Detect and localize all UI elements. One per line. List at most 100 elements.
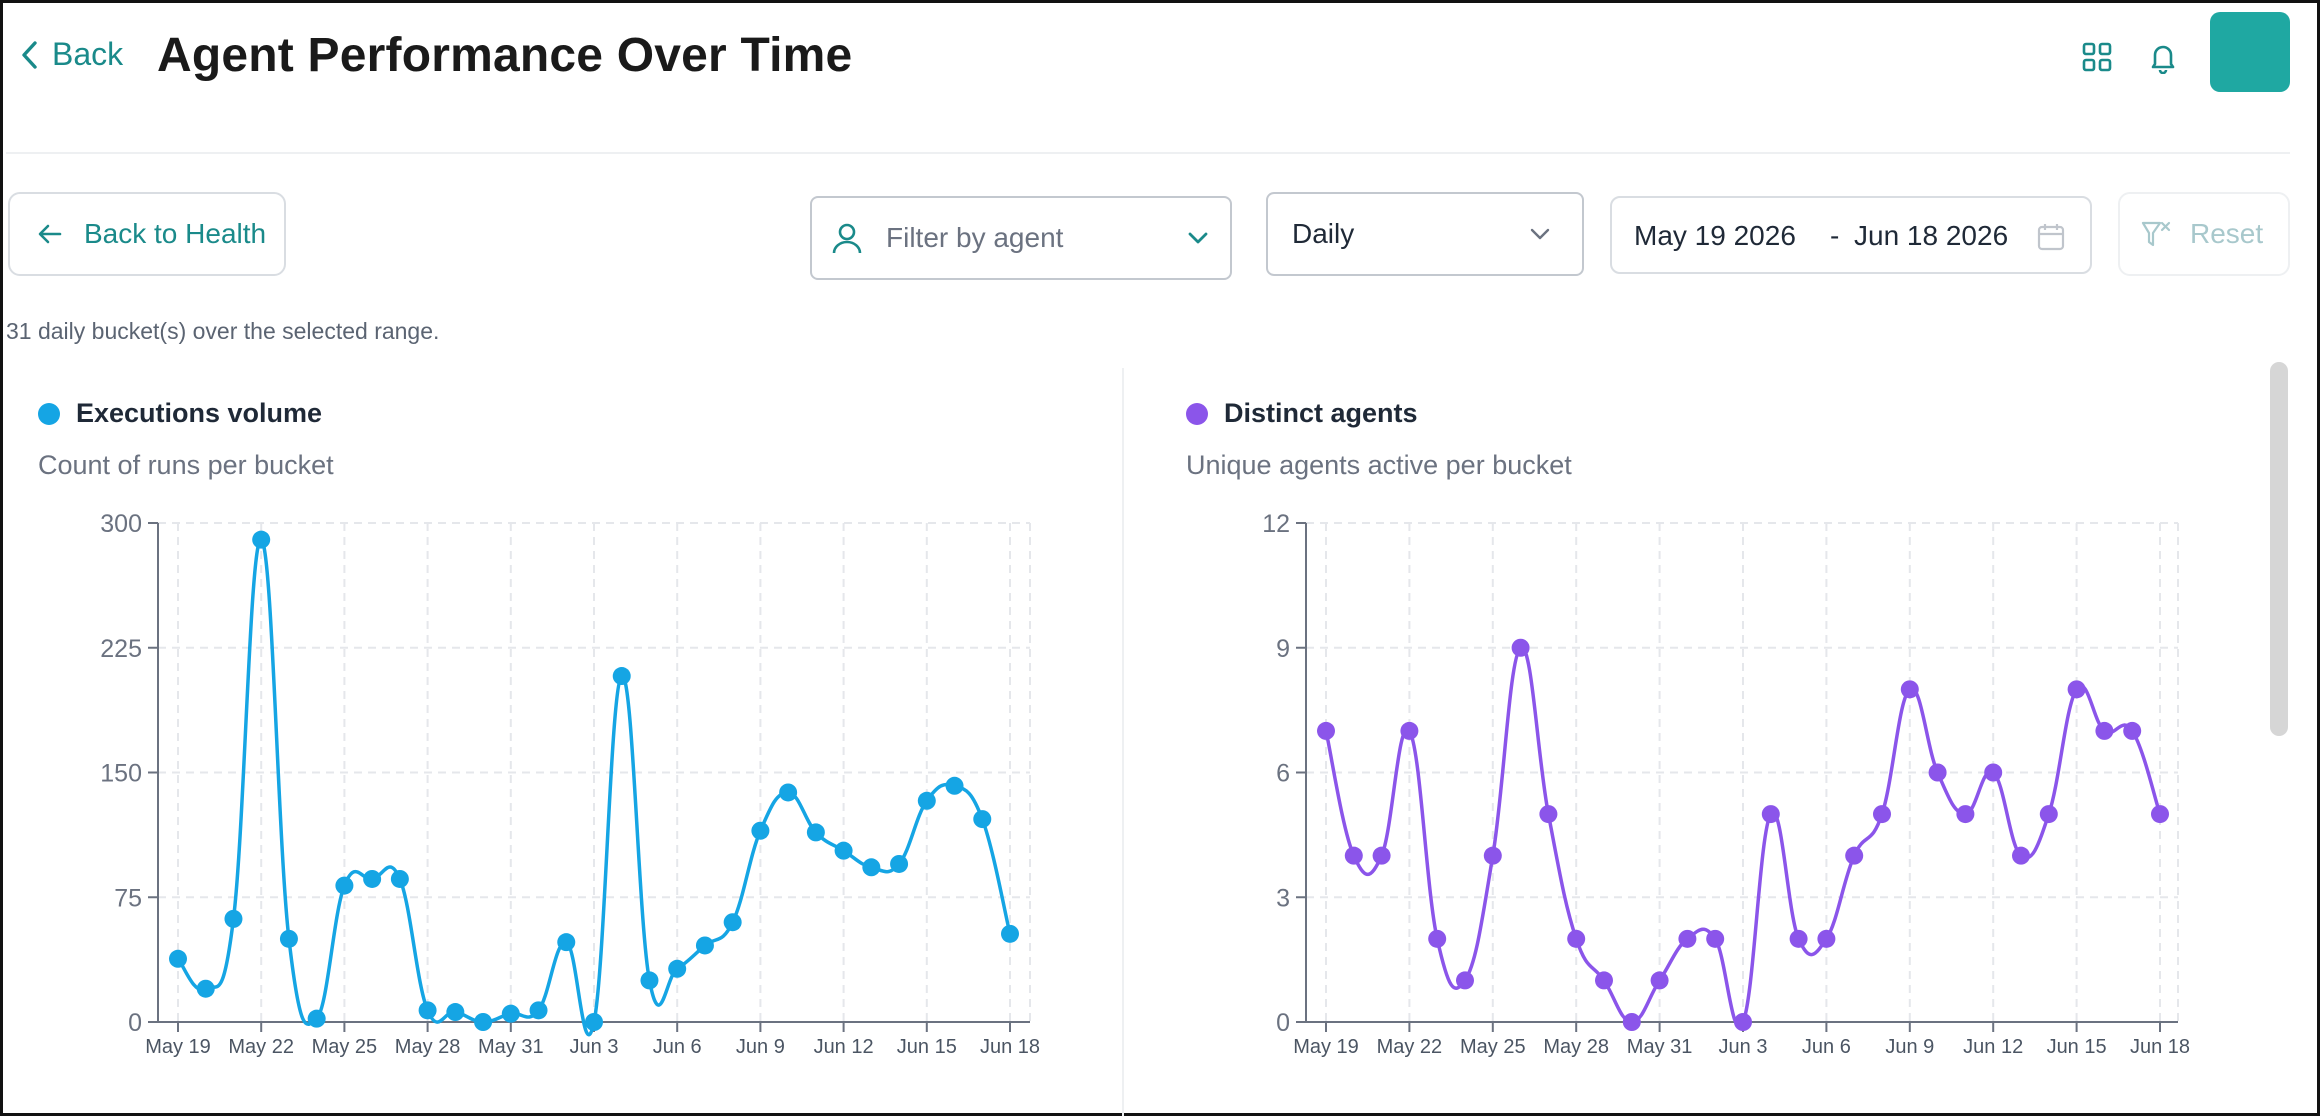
date-range-picker[interactable]: May 19 2026 - Jun 18 2026 — [1610, 196, 2092, 274]
agents-data-point — [2067, 680, 2086, 699]
executions-data-point — [973, 810, 992, 829]
bell-icon[interactable] — [2146, 40, 2180, 74]
agents-chart-subtitle: Unique agents active per bucket — [1186, 450, 1572, 480]
agents-data-point — [1734, 1013, 1752, 1031]
panel-divider — [1122, 368, 1124, 1116]
agents-data-point — [1483, 846, 1502, 865]
agents-data-point — [1428, 929, 1447, 948]
executions-y-tick-label: 150 — [100, 760, 142, 788]
agents-x-tick-label: May 25 — [1460, 1036, 1526, 1058]
agents-data-point — [1789, 929, 1808, 948]
executions-data-point — [890, 854, 909, 873]
agents-data-point — [1845, 846, 1864, 865]
reset-button[interactable]: Reset — [2118, 192, 2290, 276]
agents-data-point — [2123, 721, 2142, 740]
agents-x-tick-label: May 19 — [1293, 1036, 1359, 1058]
granularity-value: Daily — [1292, 218, 1355, 249]
executions-data-point — [612, 667, 631, 686]
agents-data-point — [1678, 929, 1697, 948]
agents-data-point — [1400, 721, 1419, 740]
executions-x-tick-label: Jun 18 — [980, 1036, 1040, 1058]
chevron-left-icon — [22, 40, 37, 69]
chevron-down-icon — [1530, 228, 1550, 240]
date-end[interactable]: Jun 18 2026 — [1854, 220, 2009, 251]
avatar[interactable] — [2210, 12, 2290, 92]
executions-data-point — [335, 876, 354, 895]
reset-label: Reset — [2190, 218, 2264, 249]
agents-x-tick-label: Jun 9 — [1885, 1036, 1934, 1058]
agents-x-tick-label: Jun 6 — [1802, 1036, 1851, 1058]
executions-x-tick-label: Jun 3 — [570, 1036, 619, 1058]
executions-data-point — [751, 821, 770, 840]
executions-x-tick-label: May 22 — [228, 1036, 294, 1058]
agents-data-point — [1984, 763, 2003, 782]
agents-data-point — [1817, 929, 1836, 948]
agents-data-point — [1928, 763, 1947, 782]
scrollbar-thumb[interactable] — [2270, 362, 2288, 736]
agents-y-tick-label: 12 — [1262, 510, 1290, 538]
executions-x-tick-label: May 19 — [145, 1036, 211, 1058]
agent-filter-placeholder: Filter by agent — [886, 222, 1064, 253]
executions-data-point — [668, 959, 687, 978]
agents-data-point — [1706, 929, 1725, 948]
executions-data-point — [279, 929, 298, 948]
agents-series-line — [1324, 645, 2162, 1028]
agents-data-point — [1873, 805, 1891, 824]
granularity-select[interactable]: Daily — [1266, 192, 1584, 276]
executions-data-point — [862, 858, 881, 877]
executions-data-point — [834, 841, 853, 860]
page-title: Agent Performance Over Time — [157, 29, 853, 82]
agents-x-tick-label: Jun 12 — [1963, 1036, 2023, 1058]
executions-data-point — [169, 949, 187, 968]
agents-data-point — [1622, 1013, 1641, 1031]
executions-x-tick-label: May 28 — [395, 1036, 461, 1058]
bucket-count-note: 31 daily bucket(s) over the selected ran… — [6, 318, 440, 344]
agents-data-point — [1956, 805, 1975, 824]
date-separator: - — [1830, 220, 1840, 251]
executions-data-point — [557, 933, 576, 952]
agents-data-point — [1372, 846, 1391, 865]
agents-legend-dot — [1186, 402, 1208, 425]
agents-y-tick-label: 9 — [1276, 635, 1290, 663]
executions-legend-dot — [38, 402, 60, 425]
executions-y-tick-label: 225 — [100, 635, 142, 663]
executions-data-point — [363, 869, 382, 888]
agents-y-tick-label: 3 — [1276, 884, 1290, 912]
back-to-health-button[interactable]: Back to Health — [8, 192, 286, 276]
agents-data-point — [1456, 971, 1474, 990]
executions-data-point — [446, 1003, 465, 1022]
grid-icon[interactable] — [2080, 40, 2114, 74]
executions-data-point — [390, 869, 409, 888]
executions-x-tick-label: Jun 6 — [653, 1036, 702, 1058]
executions-data-point — [640, 971, 659, 990]
executions-data-point — [252, 530, 271, 549]
filter-clear-icon — [2141, 221, 2171, 247]
agent-filter-select[interactable]: Filter by agent — [810, 196, 1232, 280]
executions-data-point — [418, 1001, 437, 1020]
agents-y-tick-label: 6 — [1276, 760, 1290, 788]
executions-chart-subtitle: Count of runs per bucket — [38, 450, 334, 480]
agents-x-tick-label: May 28 — [1543, 1036, 1609, 1058]
executions-y-tick-label: 0 — [128, 1009, 142, 1037]
chevron-down-icon — [1188, 232, 1208, 244]
executions-y-tick-label: 300 — [100, 510, 142, 538]
date-start[interactable]: May 19 2026 — [1634, 220, 1796, 251]
agents-data-point — [2151, 805, 2169, 824]
back-to-health-label: Back to Health — [84, 218, 267, 249]
executions-data-point — [307, 1009, 326, 1028]
agents-data-point — [2039, 805, 2058, 824]
back-link[interactable]: Back — [18, 36, 123, 73]
executions-data-point — [723, 913, 742, 932]
executions-x-tick-label: Jun 12 — [814, 1036, 874, 1058]
agents-data-point — [1317, 721, 1335, 740]
executions-x-tick-label: Jun 9 — [736, 1036, 785, 1058]
executions-data-point — [196, 979, 215, 998]
executions-data-point — [917, 791, 936, 810]
calendar-icon[interactable] — [2036, 222, 2066, 252]
executions-data-point — [474, 1013, 493, 1031]
agents-data-point — [1650, 971, 1669, 990]
executions-data-point — [585, 1013, 603, 1031]
